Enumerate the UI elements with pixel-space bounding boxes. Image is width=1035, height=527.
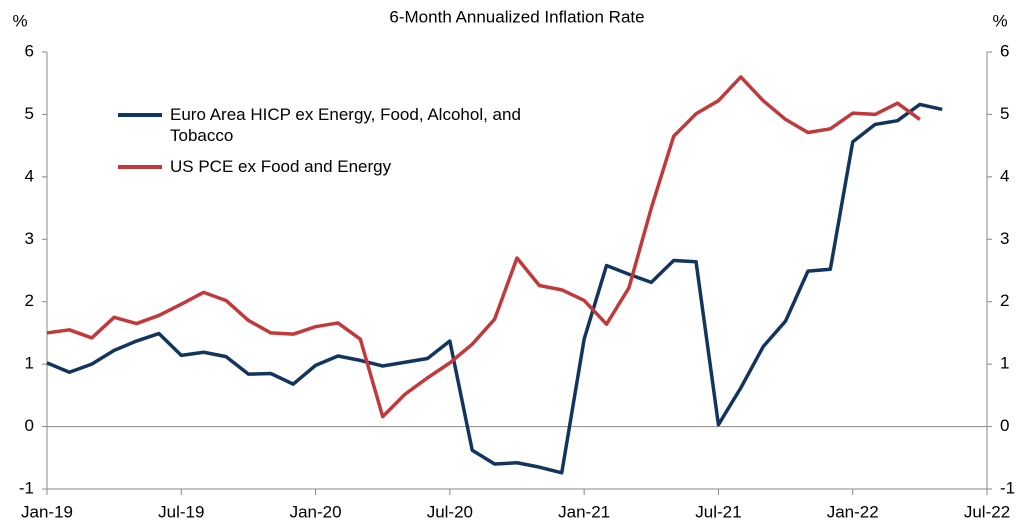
chart-title: 6-Month Annualized Inflation Rate [389,7,644,26]
legend: Euro Area HICP ex Energy, Food, Alcohol,… [118,104,590,187]
legend-label: US PCE ex Food and Energy [170,157,392,176]
x-tick-label: Jan-20 [290,502,342,521]
legend-swatch [118,113,162,117]
y2-axis-label: % [992,11,1007,30]
y-tick-label: 2 [25,291,34,310]
y2-tick-label: 1 [1000,354,1009,373]
y-tick-label: 0 [25,416,34,435]
y-axis-label: % [12,11,27,30]
x-tick-label: Jul-22 [964,502,1010,521]
legend-swatch [118,165,162,169]
x-tick-label: Jan-19 [21,502,73,521]
y-tick-label: 4 [25,166,34,185]
y-tick-label: 1 [25,354,34,373]
series-line [46,102,943,475]
y2-tick-label: 4 [1000,166,1009,185]
y2-tick-label: 5 [1000,104,1009,123]
y2-tick-label: 6 [1000,41,1009,60]
y2-tick-label: 2 [1000,291,1009,310]
x-tick-label: Jul-21 [695,502,741,521]
y2-tick-label: -1 [1000,478,1015,497]
legend-item: US PCE ex Food and Energy [118,156,590,177]
y-tick-label: 6 [25,41,34,60]
series-line [46,75,921,419]
y2-tick-label: 3 [1000,229,1009,248]
y-tick-label: 3 [25,229,34,248]
x-tick-label: Jul-20 [427,502,473,521]
legend-item: Euro Area HICP ex Energy, Food, Alcohol,… [118,104,570,146]
y-tick-label: 5 [25,104,34,123]
legend-label: Euro Area HICP ex Energy, Food, Alcohol,… [170,105,521,145]
y-tick-label: -1 [19,478,34,497]
x-tick-label: Jan-22 [827,502,879,521]
y2-tick-label: 0 [1000,416,1009,435]
x-tick-label: Jan-21 [558,502,610,521]
x-tick-label: Jul-19 [158,502,204,521]
